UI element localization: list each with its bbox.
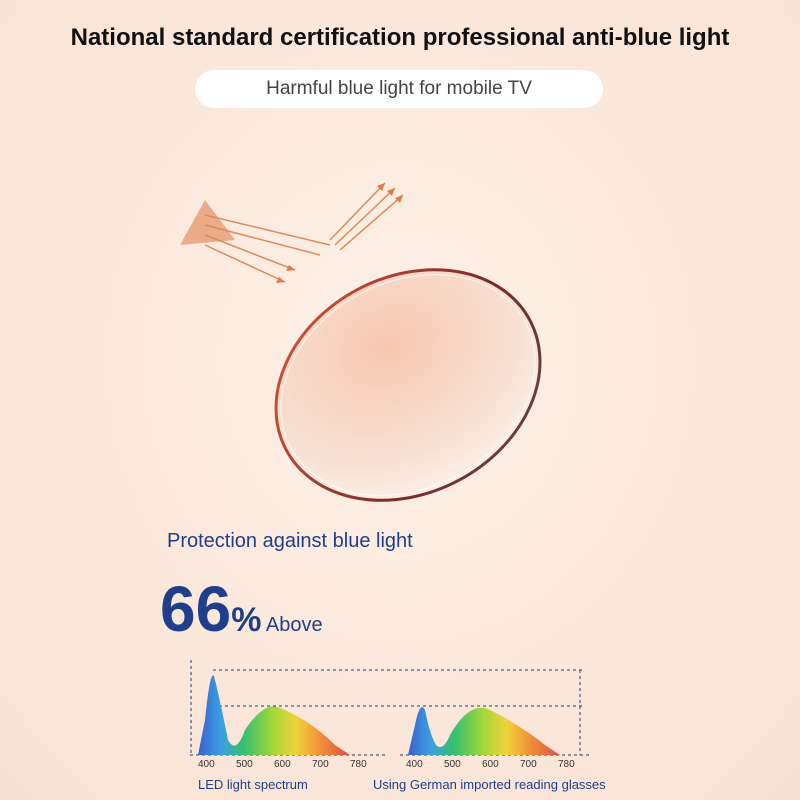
lens — [274, 268, 542, 502]
tick-label: 780 — [350, 759, 367, 770]
tick-label: 780 — [558, 759, 575, 770]
title: National standard certification professi… — [70, 24, 730, 51]
light-source — [180, 200, 235, 245]
light-arrows — [204, 182, 404, 283]
tick-label: 500 — [444, 759, 461, 770]
protection-figure: 66% Above — [160, 572, 323, 646]
tick-label: 600 — [274, 759, 291, 770]
spectrum-caption: LED light spectrum — [198, 777, 308, 792]
tick-label: 700 — [312, 759, 329, 770]
percent-suffix: Above — [265, 614, 323, 636]
tick-label: 400 — [406, 759, 423, 770]
protection-label: Protection against blue light — [167, 530, 413, 552]
spectrum-caption: Using German imported reading glasses — [373, 777, 606, 792]
percent-unit: % — [231, 601, 262, 639]
tick-label: 600 — [482, 759, 499, 770]
subtitle: Harmful blue light for mobile TV — [266, 78, 532, 99]
spectrum-led — [198, 675, 350, 755]
subtitle-pill — [195, 70, 603, 108]
spectrum-filtered — [408, 707, 560, 755]
arrow-heads — [276, 183, 403, 283]
percent-number: 66 — [160, 573, 232, 645]
tick-label: 500 — [236, 759, 253, 770]
lens-edge — [280, 274, 536, 496]
tick-label: 700 — [520, 759, 537, 770]
tick-label: 400 — [198, 759, 215, 770]
